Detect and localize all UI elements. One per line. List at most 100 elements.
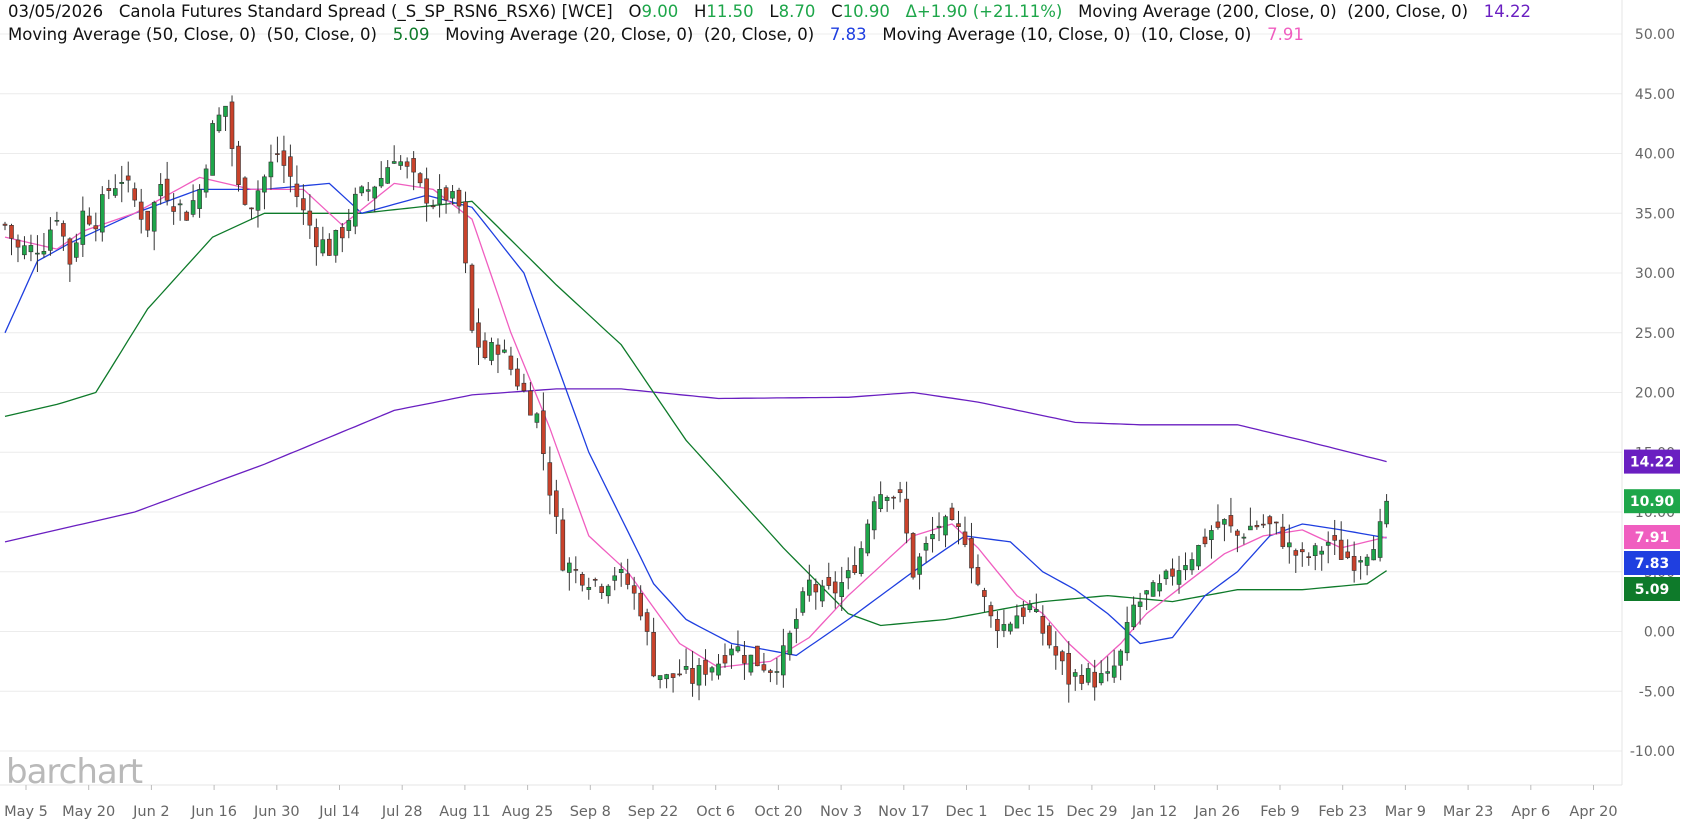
candle-body: [1222, 519, 1227, 525]
candle-body: [151, 202, 157, 232]
candle-body: [969, 538, 974, 569]
candle-body: [1293, 550, 1299, 556]
candle-body: [294, 183, 300, 197]
ma20-label: Moving Average (20, Close, 0) (20, Close…: [445, 25, 815, 44]
candle-body: [1202, 536, 1208, 545]
candle-body: [858, 548, 864, 575]
candle-body: [1261, 523, 1266, 526]
candle-body: [1131, 604, 1136, 628]
candle-body: [930, 533, 935, 540]
candle-body: [1241, 536, 1247, 539]
candle-body: [761, 664, 767, 671]
ma200-value: 14.22: [1483, 2, 1532, 21]
candle-body: [404, 161, 410, 167]
candle-body: [482, 340, 488, 358]
candle-body: [398, 161, 404, 166]
ma10-line: [4, 176, 1387, 669]
candle-body: [949, 507, 955, 520]
candle-body: [15, 239, 21, 248]
ma10-label: Moving Average (10, Close, 0) (10, Close…: [882, 25, 1252, 44]
candle-body: [320, 239, 326, 254]
candle-body: [236, 145, 241, 186]
ma200-line: [4, 388, 1387, 543]
candle-body: [119, 182, 124, 184]
candle-body: [515, 368, 520, 387]
candle-body: [709, 667, 715, 673]
candle-body: [61, 223, 66, 237]
candle-body: [1332, 535, 1337, 541]
change-value: Δ+1.90 (+21.11%): [905, 2, 1063, 21]
candle-body: [1170, 568, 1175, 577]
x-tick-label: Aug 25: [502, 804, 553, 820]
candle-body: [871, 501, 877, 531]
candle-body: [1034, 609, 1039, 613]
high-label: H: [693, 2, 707, 21]
candle-body: [560, 519, 566, 571]
candle-body: [346, 220, 352, 231]
candle-body: [683, 665, 689, 670]
candle-body: [288, 156, 293, 177]
x-tick-label: Aug 11: [439, 804, 490, 820]
ma50-price-tag: [1624, 577, 1680, 601]
y-tick-label: -5.00: [1639, 684, 1675, 700]
candle-body: [138, 201, 144, 220]
ma20-line: [4, 182, 1387, 657]
x-tick-label: Mar 9: [1385, 804, 1426, 820]
candle-body: [223, 105, 228, 117]
candle-body: [359, 186, 365, 194]
candle-body: [644, 612, 650, 632]
x-tick-label: Dec 15: [1004, 804, 1055, 820]
candle-body: [87, 215, 92, 225]
candle-body: [326, 238, 332, 256]
candle-body: [696, 665, 702, 686]
candle-body: [1274, 521, 1279, 524]
candle-body: [1118, 650, 1123, 666]
candle-body: [975, 566, 981, 585]
candle-body: [171, 206, 176, 212]
candle-body: [566, 562, 572, 573]
candle-body: [852, 565, 858, 574]
candle-body: [145, 210, 150, 231]
open-label: O: [628, 2, 642, 21]
candle-body: [748, 654, 754, 673]
x-tick-label: Sep 8: [570, 804, 611, 820]
y-tick-label: 0.00: [1644, 625, 1675, 641]
candle-body: [1338, 539, 1344, 560]
candle-body: [1066, 652, 1071, 685]
candle-body: [378, 178, 384, 187]
candle-body: [1351, 555, 1357, 571]
x-tick-label: Feb 9: [1260, 804, 1300, 820]
candle-body: [1060, 651, 1065, 662]
y-tick-label: 20.00: [1635, 386, 1675, 402]
candle-body: [982, 590, 987, 597]
x-tick-label: May 20: [62, 804, 115, 820]
candle-body: [1124, 622, 1130, 654]
candle-body: [703, 659, 708, 675]
candle-body: [125, 175, 131, 181]
candle-body: [657, 675, 663, 680]
ma50-value: 5.09: [392, 25, 430, 44]
candle-body: [631, 585, 637, 594]
ma20-price-tag-label: 7.83: [1635, 556, 1670, 572]
candle-body: [780, 645, 786, 676]
x-tick-label: Nov 3: [820, 804, 862, 820]
candle-body: [1053, 646, 1059, 656]
candle-body: [365, 189, 371, 192]
candle-body: [1267, 516, 1273, 525]
candle-body: [1377, 521, 1383, 558]
candle-body: [1072, 672, 1078, 677]
candle-body: [910, 533, 916, 578]
candle-body: [1176, 570, 1182, 585]
candle-body: [638, 592, 644, 617]
candle-body: [67, 238, 73, 265]
candle-body: [1008, 623, 1013, 632]
x-tick-label: Jul 14: [318, 804, 360, 820]
candle-body: [677, 673, 682, 676]
ma200-price-tag: [1624, 449, 1680, 474]
candle-body: [806, 579, 812, 596]
candle-body: [579, 573, 585, 586]
legend-row-2: Moving Average (50, Close, 0) (50, Close…: [8, 25, 1304, 44]
candle-body: [1144, 590, 1149, 595]
